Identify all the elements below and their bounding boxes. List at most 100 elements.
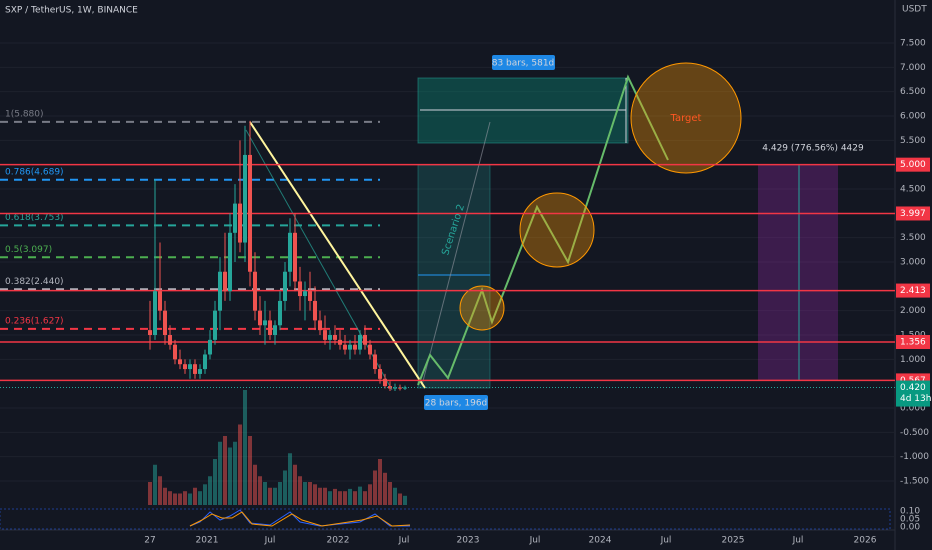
price-tick-label: 6.500 [900,87,926,97]
candle-body [383,378,387,387]
volume-bar [148,482,152,505]
candle-body [158,291,162,311]
volume-bar [228,447,232,505]
volume-bar [163,487,167,505]
candle-body [303,291,307,297]
volume-bar [218,441,222,505]
trendline [245,129,393,391]
volume-bar [248,436,252,505]
fib-label: 0.382(2.440) [5,277,64,287]
price-tick-label: 0.000 [900,404,926,414]
level-label: 5.000 [900,160,926,170]
target-circle [519,192,595,268]
volume-bar [268,487,272,505]
volume-bar [398,493,402,505]
time-tick-label: Jul [529,536,541,546]
range-label: 83 bars, 581d [492,59,555,69]
projection-box [417,164,491,389]
candle-body [273,325,277,335]
candle-body [228,232,232,292]
candle-body [378,369,382,379]
candle-body [168,335,172,345]
candle-body [243,154,247,243]
volume-bar [238,424,242,505]
target-circle [459,285,505,331]
candle-body [198,369,202,374]
candle-body [328,335,332,340]
volume-bar [188,493,192,505]
volume-bar [263,482,267,505]
candle-body [318,320,322,331]
volume-bar [308,482,312,505]
candle-body [288,232,292,272]
price-tick-label: 4.500 [900,185,926,195]
price-tick-label: 5.500 [900,136,926,146]
level-label-box [896,335,930,350]
candle-body [308,291,312,301]
volume-bar [278,482,282,505]
volume-bar [193,487,197,505]
volume-bar [208,476,212,505]
candle-body [343,344,347,350]
volume-bar [253,464,257,505]
volume-bar [378,459,382,505]
range-label: 28 bars, 196d [425,399,488,409]
fib-label: 0.5(3.097) [5,245,52,255]
volume-bar [383,472,387,505]
candle-body [173,344,177,360]
fib-label: 1(5.880) [5,109,44,119]
volume-bar [323,487,327,505]
level-label: 1.356 [900,338,926,348]
candle-body [183,364,187,370]
candle-body [188,364,192,370]
candle-body [293,232,297,282]
candle-body [363,335,367,345]
candle-body [353,344,357,350]
price-tick-label: 1.000 [900,355,926,365]
candle-body [263,320,267,326]
time-tick-label: 2022 [327,536,350,546]
volume-bar [158,476,162,505]
volume-bar [198,491,202,505]
fib-label: 0.618(3.753) [5,213,64,223]
volume-bar [368,484,372,505]
candle-body [238,203,242,243]
candle-body [358,335,362,350]
price-tick-label: -1.500 [900,477,929,487]
volume-bar [243,390,247,505]
candle-body [268,320,272,335]
label-box [424,395,488,410]
time-tick-label: 27 [144,536,155,546]
volume-bar [258,476,262,505]
scenario-arrow [421,121,491,386]
level-label-box [896,206,930,221]
target-label: Target [670,113,702,124]
indicator-tick-label: 0.00 [900,523,920,533]
volume-bar [213,459,217,505]
volume-bar [328,491,332,505]
candle-body [163,310,167,335]
current-price-label: 0.420 [900,383,926,393]
label-box [492,55,555,70]
candle-body [223,271,227,292]
time-tick-label: 2023 [457,536,480,546]
candle-body [253,271,257,311]
countdown-label: 4d 13h [900,394,931,404]
indicator-band [0,508,891,530]
indicator-tick-label: 0.10 [900,507,920,517]
volume-bar [293,464,297,505]
volume-bar [283,470,287,505]
indicator-line [189,511,411,527]
candle-body [218,271,222,311]
measure-label: 4.429 (776.56%) 4429 [762,144,864,154]
volume-bar [373,470,377,505]
candle-body [203,354,207,370]
candle-body [393,387,397,389]
candle-body [208,339,212,355]
candle-body [283,271,287,301]
volume-bar [303,482,307,505]
time-tick-label: Jul [792,536,804,546]
price-tick-label: 2.000 [900,306,926,316]
volume-bar [393,487,397,505]
